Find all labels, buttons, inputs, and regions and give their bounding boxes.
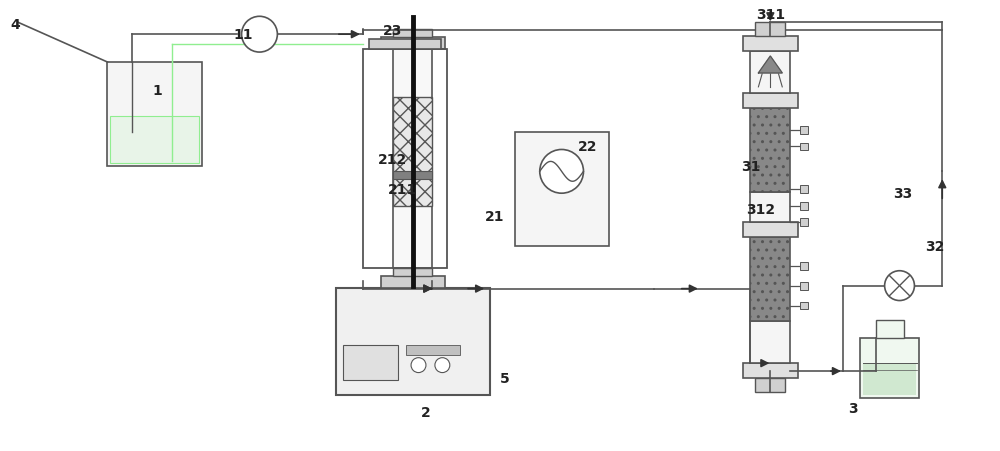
Bar: [393, 97, 432, 207]
Bar: [393, 172, 432, 180]
Bar: [343, 345, 398, 380]
Circle shape: [411, 358, 426, 373]
Bar: [743, 94, 798, 109]
Text: 23: 23: [383, 24, 402, 38]
Bar: [755, 23, 785, 37]
Circle shape: [885, 271, 914, 301]
Text: 311: 311: [756, 8, 785, 22]
Bar: [800, 202, 808, 211]
Text: 3: 3: [848, 401, 858, 415]
Bar: [107, 63, 202, 167]
Bar: [750, 322, 790, 364]
Bar: [743, 37, 798, 52]
Bar: [800, 282, 808, 290]
Bar: [743, 364, 798, 378]
Bar: [393, 268, 432, 276]
Circle shape: [540, 150, 583, 194]
Polygon shape: [758, 57, 782, 74]
Text: 4: 4: [10, 18, 20, 32]
Bar: [800, 143, 808, 151]
Text: 31: 31: [741, 160, 760, 174]
Text: 21: 21: [485, 210, 505, 224]
Bar: [876, 321, 904, 339]
Circle shape: [435, 358, 450, 373]
Bar: [515, 132, 609, 246]
Text: 212: 212: [378, 153, 407, 167]
Text: 32: 32: [926, 239, 945, 253]
Bar: [750, 109, 790, 193]
Circle shape: [242, 17, 277, 53]
Text: 1: 1: [152, 83, 162, 97]
Bar: [110, 116, 199, 164]
Text: 211: 211: [388, 183, 417, 197]
Bar: [863, 364, 916, 395]
Text: 312: 312: [746, 202, 775, 216]
Bar: [800, 262, 808, 270]
Bar: [393, 50, 432, 268]
Bar: [860, 339, 919, 398]
Text: 11: 11: [234, 28, 253, 42]
Bar: [406, 345, 460, 355]
Text: 5: 5: [500, 371, 510, 385]
Bar: [800, 186, 808, 194]
Bar: [369, 40, 441, 50]
Bar: [750, 52, 790, 94]
Bar: [800, 126, 808, 134]
Bar: [750, 193, 790, 222]
Text: 22: 22: [578, 140, 597, 154]
Text: 33: 33: [893, 187, 912, 201]
Bar: [393, 30, 432, 38]
Bar: [381, 38, 445, 50]
Bar: [381, 276, 445, 288]
Bar: [755, 378, 785, 392]
Bar: [800, 302, 808, 310]
Bar: [800, 219, 808, 226]
Text: 2: 2: [421, 405, 430, 419]
Bar: [750, 237, 790, 322]
Bar: [363, 50, 447, 268]
Bar: [743, 222, 798, 237]
Bar: [336, 288, 490, 395]
